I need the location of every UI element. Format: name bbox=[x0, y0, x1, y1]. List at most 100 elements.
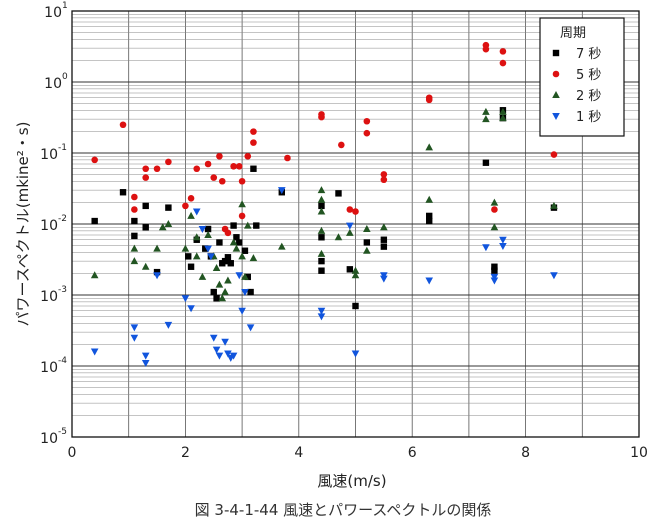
data-point bbox=[131, 206, 138, 213]
data-point bbox=[131, 217, 138, 225]
data-point bbox=[380, 171, 388, 178]
data-point bbox=[241, 289, 249, 297]
svg-text:10: 10 bbox=[40, 360, 58, 376]
data-point bbox=[284, 154, 291, 162]
data-point bbox=[253, 222, 260, 229]
data-point bbox=[232, 244, 241, 252]
data-point bbox=[165, 158, 172, 166]
x-tick-label: 4 bbox=[294, 445, 303, 461]
data-point bbox=[221, 338, 229, 346]
data-point bbox=[224, 276, 232, 284]
data-point bbox=[249, 254, 258, 262]
y-tick-label: 10 -5 bbox=[40, 427, 67, 447]
data-point bbox=[499, 59, 507, 67]
data-point bbox=[482, 115, 490, 123]
data-point bbox=[499, 48, 507, 55]
data-point bbox=[490, 273, 499, 281]
data-point bbox=[380, 223, 388, 231]
data-point bbox=[192, 252, 201, 260]
data-point bbox=[229, 238, 238, 246]
data-point bbox=[238, 307, 246, 315]
legend: 周期 7 秒 5 秒 2 秒 1 秒 bbox=[539, 17, 625, 137]
legend-label: 1 秒 bbox=[576, 110, 601, 125]
data-point bbox=[250, 165, 257, 172]
data-point bbox=[363, 239, 371, 246]
data-point bbox=[363, 129, 371, 137]
series bbox=[91, 41, 558, 237]
data-point bbox=[153, 165, 161, 173]
data-point bbox=[246, 324, 255, 332]
data-point bbox=[212, 346, 221, 354]
x-tick-label: 6 bbox=[408, 445, 417, 461]
data-point bbox=[202, 245, 209, 252]
data-point bbox=[204, 160, 212, 168]
data-point bbox=[351, 271, 360, 279]
data-point bbox=[130, 324, 139, 332]
data-point bbox=[230, 222, 237, 229]
svg-text:10: 10 bbox=[44, 5, 62, 21]
data-point bbox=[247, 288, 254, 296]
data-point bbox=[550, 272, 558, 280]
data-point bbox=[227, 260, 234, 267]
data-point bbox=[380, 275, 388, 283]
series bbox=[91, 107, 558, 310]
data-point bbox=[158, 223, 167, 231]
data-point bbox=[482, 159, 490, 166]
data-point bbox=[204, 245, 212, 253]
data-point bbox=[204, 225, 212, 233]
data-point bbox=[91, 217, 98, 225]
data-point bbox=[164, 321, 173, 329]
data-point bbox=[346, 222, 354, 230]
data-point bbox=[164, 220, 173, 227]
data-point bbox=[277, 187, 286, 195]
svg-text:10: 10 bbox=[40, 431, 58, 447]
data-point bbox=[317, 186, 326, 194]
y-tick-label: 10 -1 bbox=[40, 143, 67, 163]
data-point bbox=[224, 350, 232, 358]
legend-marker bbox=[552, 49, 560, 57]
data-point bbox=[224, 229, 232, 237]
data-point bbox=[229, 352, 238, 360]
plot-frame bbox=[71, 10, 640, 438]
data-point bbox=[380, 176, 388, 184]
data-point bbox=[351, 350, 360, 358]
data-point bbox=[482, 45, 490, 53]
x-tick-label: 10 bbox=[630, 445, 648, 461]
data-point bbox=[221, 257, 229, 265]
y-tick-label: 10 -2 bbox=[40, 214, 67, 234]
data-point bbox=[90, 271, 99, 279]
data-point bbox=[207, 253, 215, 261]
legend-box bbox=[539, 17, 625, 137]
data-point bbox=[335, 190, 342, 197]
data-point bbox=[215, 280, 224, 288]
data-point bbox=[90, 348, 99, 356]
data-point bbox=[153, 244, 161, 252]
data-point bbox=[338, 141, 345, 149]
data-point bbox=[236, 239, 243, 246]
data-point bbox=[346, 266, 354, 273]
data-point bbox=[425, 96, 433, 104]
data-point bbox=[482, 244, 490, 252]
data-point bbox=[499, 107, 507, 115]
data-point bbox=[482, 107, 490, 115]
data-point bbox=[250, 139, 257, 146]
data-point bbox=[210, 174, 218, 181]
x-tick-labels: 0 2 4 6 8 10 bbox=[68, 445, 648, 461]
svg-text:10: 10 bbox=[40, 289, 58, 305]
data-point bbox=[318, 202, 325, 210]
legend-marker bbox=[552, 70, 560, 78]
data-point bbox=[187, 305, 195, 313]
data-point bbox=[491, 267, 498, 274]
legend-marker bbox=[552, 91, 560, 98]
legend-label: 2 秒 bbox=[576, 89, 601, 104]
x-tick-label: 0 bbox=[68, 445, 77, 461]
legend-label: 7 秒 bbox=[576, 47, 601, 62]
data-point bbox=[238, 177, 246, 185]
y-tick-exponent: 0 bbox=[62, 72, 68, 82]
data-point bbox=[352, 208, 359, 215]
data-point bbox=[426, 217, 433, 225]
data-point bbox=[490, 277, 499, 285]
data-point bbox=[334, 233, 343, 241]
data-point bbox=[238, 252, 246, 260]
